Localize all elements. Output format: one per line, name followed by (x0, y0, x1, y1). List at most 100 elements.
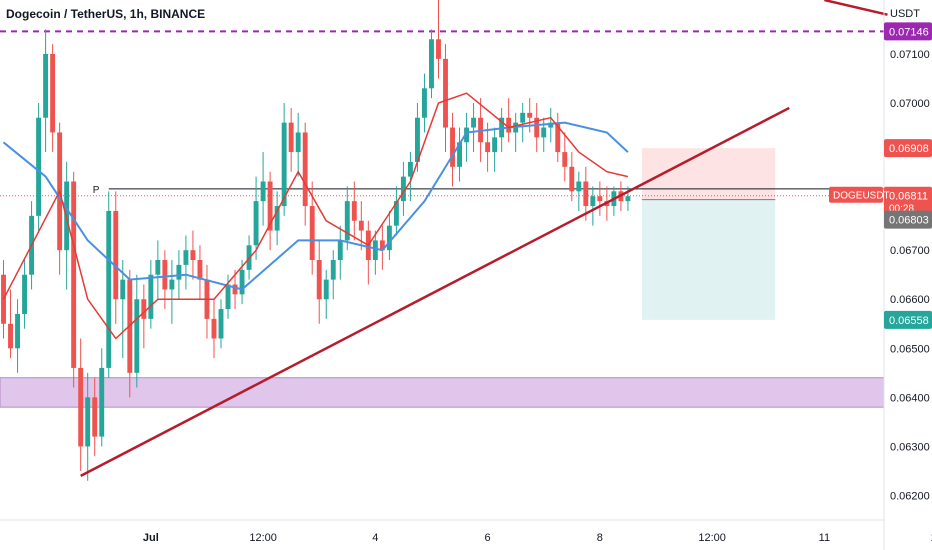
candle-body (22, 274, 28, 314)
slow-moving-average (2, 121, 629, 291)
candle-body (267, 181, 273, 231)
candle (436, 0, 441, 79)
time-tick-label: 6 (485, 532, 491, 544)
candle (253, 176, 259, 260)
candle-body (393, 201, 399, 226)
candle-body (288, 122, 294, 153)
time-tick-label: Jul (143, 532, 159, 544)
ascending-trendline (80, 106, 790, 477)
candle-body (471, 117, 477, 128)
candle (85, 372, 91, 481)
time-tick-label: 11 (819, 532, 830, 544)
symbol-tag-label: DOGEUSDT (833, 191, 890, 202)
candle (218, 299, 224, 349)
candle (323, 269, 329, 319)
candle-body (162, 260, 168, 290)
price-tick-label: 0.06400 (890, 392, 930, 404)
candle-body (323, 279, 329, 300)
candle (169, 260, 175, 324)
candle (211, 299, 217, 359)
upper-trendline (824, 0, 888, 16)
price-tick-label: 0.07100 (890, 49, 930, 61)
candle (520, 103, 526, 143)
candle-body (569, 166, 575, 192)
stop-tag-label: 0.06908 (889, 143, 929, 155)
candle (527, 98, 533, 133)
candle-body (197, 260, 203, 280)
candle-body (506, 117, 512, 133)
candle-body (309, 206, 315, 260)
candle (197, 245, 203, 300)
candle-body (379, 240, 385, 251)
candle-body (50, 53, 56, 133)
candle-body (155, 260, 161, 275)
candle-body (625, 196, 631, 202)
candle (492, 127, 498, 172)
candle (379, 225, 385, 270)
candle-body (358, 220, 364, 231)
candle-body (576, 181, 582, 192)
candle (232, 269, 238, 310)
candle-body (71, 181, 77, 368)
fast-moving-average (2, 92, 629, 340)
candle-body (169, 279, 175, 290)
candle-body (211, 318, 217, 339)
target-tag-label: 0.06558 (889, 315, 929, 327)
candle-body (555, 122, 561, 153)
time-tick-label: 8 (597, 532, 603, 544)
candle-body (120, 279, 126, 300)
entry-tag-box (884, 210, 932, 229)
candle (386, 210, 392, 260)
candle (407, 152, 413, 202)
candle (562, 132, 568, 182)
candle (106, 191, 112, 378)
candle-body (176, 264, 182, 280)
candle (99, 348, 105, 447)
candle (120, 260, 126, 359)
candle (337, 225, 343, 280)
candle-body (492, 137, 498, 153)
candle-body (141, 299, 147, 319)
candle-body (400, 176, 406, 202)
current-price-countdown: 00:28 (889, 204, 914, 215)
candle-body (302, 132, 308, 207)
candle-body (590, 196, 596, 207)
candle-body (351, 201, 357, 221)
candle-body (190, 250, 196, 260)
candle-body (583, 181, 589, 207)
candle-body (225, 284, 231, 310)
candle (316, 240, 322, 324)
candle-body (43, 53, 49, 118)
candle (351, 181, 357, 241)
candle (330, 250, 336, 300)
candle-body (562, 152, 568, 167)
candle (183, 235, 189, 290)
candle (471, 103, 477, 153)
price-tick-label: 0.06300 (890, 441, 930, 453)
candle (274, 191, 280, 246)
candle-body (99, 367, 105, 437)
candle-body (344, 201, 350, 241)
take-profit-zone (641, 199, 776, 320)
candle-body (148, 274, 154, 319)
candle (506, 98, 512, 143)
time-tick-label: 4 (372, 532, 378, 544)
candle-body (253, 201, 259, 246)
time-tick-label: 13 (930, 532, 932, 544)
current-price-tag-box (884, 186, 932, 215)
candle-body (541, 127, 547, 138)
candle-body (527, 112, 533, 118)
candle (155, 240, 161, 300)
candle-body (78, 367, 84, 447)
candle (429, 29, 434, 99)
candle-body (520, 112, 526, 123)
time-axis[interactable]: Jul 12:00 4 6 8 12:00 11 13 (0, 519, 932, 544)
candle (597, 181, 603, 216)
candle-body (414, 117, 420, 162)
candles-layer (1, 0, 631, 481)
candle (78, 338, 84, 471)
candle-body (443, 58, 448, 128)
candle (534, 103, 540, 153)
candle-body (330, 260, 336, 280)
